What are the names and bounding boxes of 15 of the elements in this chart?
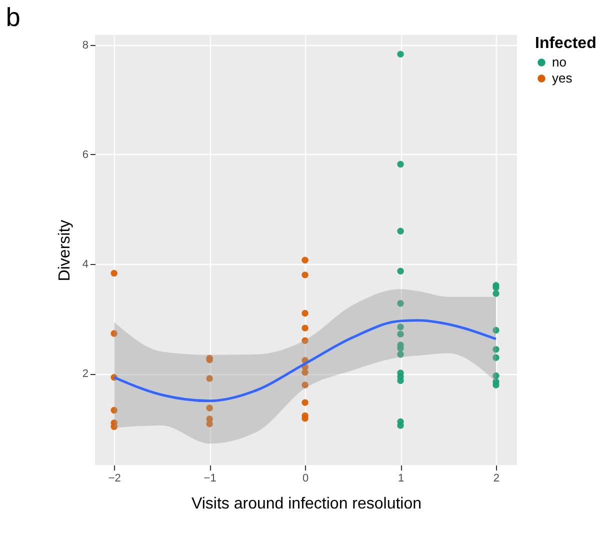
y-axis-title: Diversity <box>56 220 74 282</box>
y-tick-label: 4 <box>82 258 88 270</box>
legend-label: no <box>552 54 566 70</box>
x-tick-label: 1 <box>398 472 404 484</box>
y-tick-label: 6 <box>82 148 88 161</box>
legend-label: yes <box>552 70 573 86</box>
x-axis-title: Visits around infection resolution <box>191 496 422 512</box>
y-tick-label: 8 <box>82 39 88 52</box>
legend-title: Infected <box>535 35 596 52</box>
x-tick-label: 2 <box>493 472 500 484</box>
y-tick-label: 2 <box>82 368 88 380</box>
x-tick-label: −2 <box>108 472 121 484</box>
chart-title: b <box>6 2 20 32</box>
x-tick-label: −1 <box>204 472 216 484</box>
x-tick-label: 0 <box>302 472 309 484</box>
